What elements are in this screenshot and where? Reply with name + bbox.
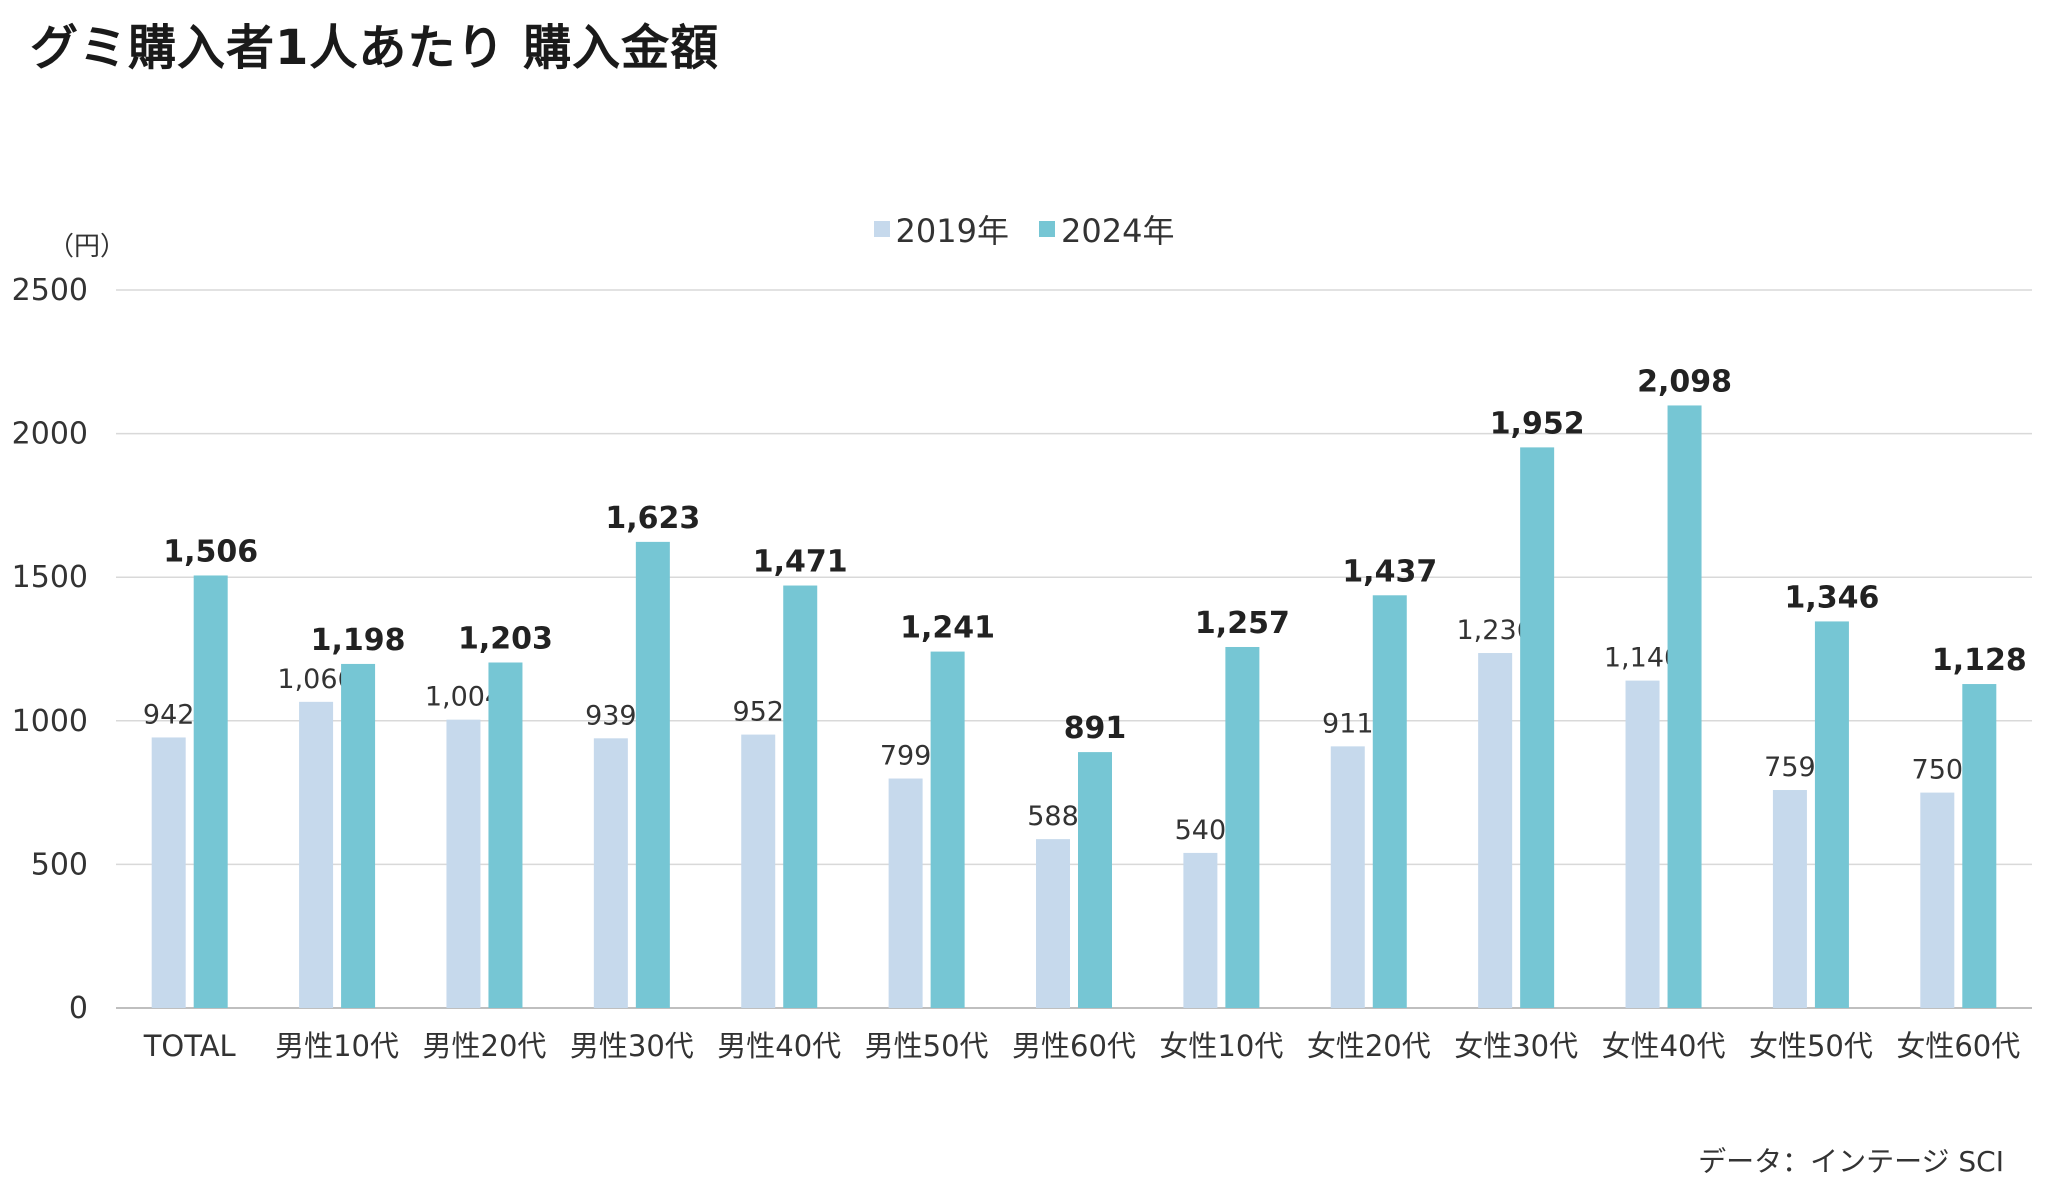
- bar-2024: [488, 662, 523, 1008]
- data-label-2019: 799: [880, 741, 932, 772]
- bar-2024: [1667, 405, 1702, 1008]
- bar-2019: [1772, 790, 1807, 1008]
- data-label-2024: 1,506: [163, 534, 258, 569]
- bar-2019: [741, 734, 776, 1008]
- x-tick-label: 男性50代: [865, 1029, 989, 1063]
- chart-title: グミ購入者1人あたり 購入金額: [30, 20, 720, 76]
- bar-2019: [299, 701, 334, 1008]
- bar-2024: [341, 663, 376, 1008]
- data-label-2024: 2,098: [1637, 364, 1732, 399]
- legend-swatch-2024: [1039, 221, 1055, 237]
- data-label-2024: 1,346: [1784, 580, 1879, 615]
- data-label-2019: 588: [1027, 801, 1079, 832]
- bar-2024: [1225, 646, 1260, 1008]
- data-label-2024: 1,471: [753, 545, 848, 580]
- data-label-2019: 939: [585, 700, 637, 731]
- x-tick-label: 女性60代: [1896, 1029, 2020, 1063]
- data-label-2024: 891: [1064, 711, 1127, 746]
- bar-2019: [1036, 839, 1070, 1008]
- bar-2024: [1078, 752, 1112, 1008]
- legend: 2019年 2024年: [0, 206, 2048, 252]
- bar-2024: [1520, 447, 1555, 1008]
- bar-2024: [635, 541, 670, 1008]
- data-label-2024: 1,198: [311, 623, 406, 658]
- y-axis-unit: （円）: [48, 232, 127, 262]
- x-tick-label: 男性20代: [423, 1029, 547, 1063]
- bar-2019: [151, 737, 186, 1008]
- legend-label-2019: 2019年: [895, 212, 1009, 250]
- x-tick-label: 女性50代: [1749, 1029, 1873, 1063]
- data-label-2024: 1,257: [1195, 606, 1290, 641]
- legend-swatch-2019: [873, 221, 890, 237]
- bar-2019: [1920, 792, 1955, 1008]
- bar-2019: [1330, 746, 1365, 1008]
- y-tick-label: 0: [69, 991, 88, 1026]
- bar-2024: [1814, 621, 1849, 1008]
- bar-2019: [1183, 852, 1218, 1008]
- data-label-2024: 1,623: [605, 501, 700, 536]
- bar-2024: [1962, 684, 1997, 1008]
- bar-2019: [593, 738, 628, 1008]
- bar-2019: [1625, 680, 1660, 1008]
- y-tick-label: 2000: [12, 417, 88, 452]
- data-label-2019: 911: [1322, 708, 1374, 739]
- y-tick-label: 1500: [12, 560, 88, 595]
- bar-2024: [930, 651, 965, 1008]
- bar-2024: [783, 585, 818, 1008]
- legend-label-2024: 2024年: [1061, 212, 1175, 250]
- data-label-2024: 1,437: [1342, 554, 1437, 589]
- bar-2019: [888, 778, 923, 1008]
- data-label-2024: 1,952: [1490, 406, 1585, 441]
- x-tick-label: 男性10代: [275, 1029, 399, 1063]
- data-label-2019: 750: [1912, 755, 1964, 786]
- x-tick-label: 女性30代: [1454, 1029, 1578, 1063]
- y-tick-label: 2500: [12, 273, 88, 308]
- bar-2019: [1478, 653, 1513, 1008]
- x-tick-label: 女性10代: [1159, 1029, 1283, 1063]
- bar-2024: [1372, 595, 1407, 1008]
- y-tick-label: 1000: [12, 704, 88, 739]
- data-label-2019: 942: [143, 699, 195, 730]
- data-label-2024: 1,241: [900, 611, 995, 646]
- data-label-2019: 540: [1175, 815, 1227, 846]
- legend-item-2019: 2019年: [873, 206, 1009, 252]
- x-tick-label: 男性40代: [717, 1029, 841, 1063]
- source-note: データ：インテージ SCI: [1698, 1145, 2004, 1178]
- data-label-2024: 1,128: [1932, 643, 2027, 678]
- x-tick-label: 男性60代: [1012, 1029, 1136, 1063]
- y-tick-label: 500: [31, 847, 88, 882]
- data-label-2019: 952: [732, 697, 784, 728]
- bar-2019: [446, 719, 481, 1008]
- x-tick-label: 女性40代: [1602, 1029, 1726, 1063]
- bar-2024: [193, 575, 228, 1008]
- data-label-2019: 759: [1764, 752, 1816, 783]
- legend-item-2024: 2024年: [1039, 206, 1174, 252]
- x-tick-label: 男性30代: [570, 1029, 694, 1063]
- x-tick-label: TOTAL: [143, 1029, 236, 1063]
- x-tick-label: 女性20代: [1307, 1029, 1431, 1063]
- data-label-2024: 1,203: [458, 621, 553, 656]
